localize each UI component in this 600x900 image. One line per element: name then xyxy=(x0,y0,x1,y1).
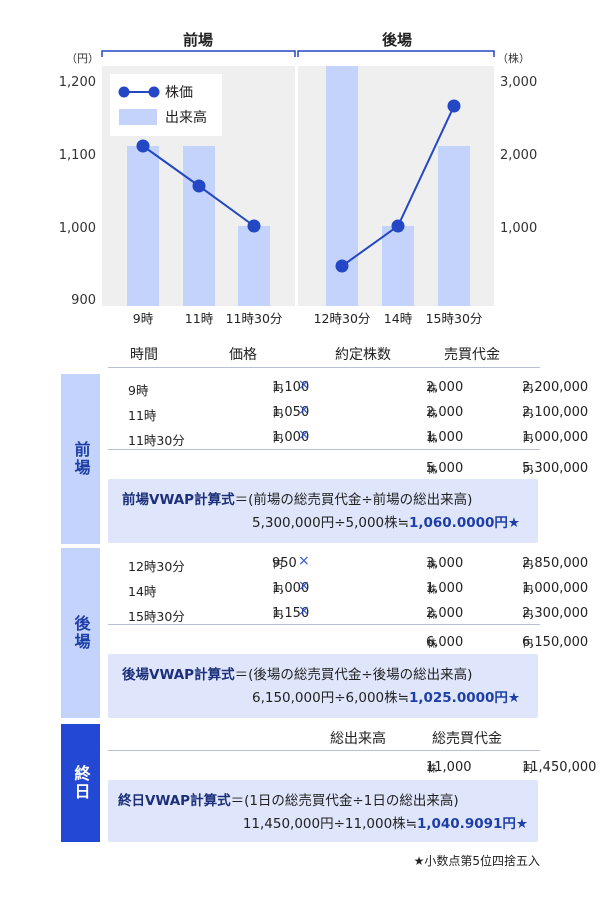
times-icon: × xyxy=(298,402,310,418)
table-row: 12時30分 950 円 × 3,000 株 2,850,000 円 xyxy=(128,553,589,574)
price-point xyxy=(136,139,150,153)
price-point xyxy=(192,179,206,193)
section-label-zenba: 前場 xyxy=(61,374,100,544)
table-row: 11時30分 1,000 円 × 1,000 株 1,000,000 円 xyxy=(128,427,589,448)
goba-formula-calc: 6,150,000円÷6,000株≒ xyxy=(251,690,409,706)
price-point xyxy=(391,219,405,233)
section-label-day: 終日 xyxy=(61,724,100,842)
zenba-formula-title: 前場VWAP計算式 xyxy=(122,492,235,508)
group-bracket-goba xyxy=(297,50,495,57)
zenba-formula-rest: ＝(前場の総売買代金÷前場の総出来高) xyxy=(234,492,473,508)
right-tick-label: 2,000 xyxy=(500,148,537,163)
x-tick-label: 12時30分 xyxy=(314,311,371,326)
header-price: 価格 xyxy=(229,347,257,363)
left-tick-label: 1,100 xyxy=(59,148,96,163)
zenba-formula-result: 1,060.0000円★ xyxy=(408,515,520,531)
x-tick-label: 9時 xyxy=(133,311,154,326)
times-icon: × xyxy=(298,603,310,619)
volume-bar xyxy=(238,226,270,306)
left-tick-label: 900 xyxy=(71,293,96,308)
x-tick-label: 11時 xyxy=(185,311,214,326)
day-header-volume: 総出来高 xyxy=(330,731,386,747)
legend-label-price: 株価 xyxy=(165,85,193,101)
left-tick-label: 1,200 xyxy=(59,75,96,90)
table-row: 14時 1,000 円 × 1,000 株 1,000,000 円 xyxy=(128,578,589,599)
price-point xyxy=(247,219,261,233)
zenba-formula-calc: 5,300,000円÷5,000株≒ xyxy=(251,515,409,531)
legend-marker-right xyxy=(148,86,160,98)
legend-bar-swatch xyxy=(119,109,157,125)
table-row: 11時 1,050 円 × 2,000 株 2,100,000 円 xyxy=(128,402,589,423)
price-point xyxy=(335,259,349,273)
table-row: 9時 1,100 円 × 2,000 株 2,200,000 円 xyxy=(128,377,589,398)
group-label-goba: 後場 xyxy=(381,31,412,49)
goba-total-divider xyxy=(108,624,540,625)
day-formula-title: 終日VWAP計算式 xyxy=(118,793,231,809)
x-tick-label: 14時 xyxy=(384,311,413,326)
table-row: 15時30分 1,150 円 × 2,000 株 2,300,000 円 xyxy=(128,603,589,624)
header-volume: 約定株数 xyxy=(335,347,391,363)
goba-formula-title: 後場VWAP計算式 xyxy=(122,667,235,683)
day-formula-rest: ＝(1日の総売買代金÷1日の総出来高) xyxy=(230,793,459,809)
right-axis-unit: （株） xyxy=(497,51,530,65)
group-bracket-zenba xyxy=(101,50,296,57)
day-header-value: 総売買代金 xyxy=(432,731,502,747)
section-label-goba: 後場 xyxy=(61,548,100,718)
goba-formula-box: 後場VWAP計算式＝(後場の総売買代金÷後場の総出来高) 6,150,000円÷… xyxy=(108,654,538,718)
zenba-total-row: 5,000 株 5,300,000 円 xyxy=(426,461,589,476)
times-icon: × xyxy=(298,377,310,393)
header-time: 時間 xyxy=(130,347,158,363)
legend-label-volume: 出来高 xyxy=(165,109,207,126)
day-formula-result: 1,040.9091円★ xyxy=(416,816,528,832)
header-value: 売買代金 xyxy=(444,347,500,363)
times-icon: × xyxy=(298,578,310,594)
zenba-total-divider xyxy=(108,449,540,450)
day-formula-calc: 11,450,000円÷11,000株≒ xyxy=(242,816,417,832)
price-point xyxy=(447,99,461,113)
zenba-formula-box: 前場VWAP計算式＝(前場の総売買代金÷前場の総出来高) 5,300,000円÷… xyxy=(108,479,538,543)
right-tick-label: 1,000 xyxy=(500,221,537,236)
volume-bar xyxy=(438,146,470,306)
volume-bar xyxy=(382,226,414,306)
times-icon: × xyxy=(298,553,310,569)
volume-bar xyxy=(183,146,215,306)
day-header-divider xyxy=(108,750,540,751)
goba-formula-rest: ＝(後場の総売買代金÷後場の総出来高) xyxy=(234,667,473,683)
x-tick-label: 15時30分 xyxy=(426,311,483,326)
left-axis-unit: （円） xyxy=(66,52,99,65)
right-tick-label: 3,000 xyxy=(500,75,537,90)
times-icon: × xyxy=(298,427,310,443)
x-tick-label: 11時30分 xyxy=(226,311,283,326)
group-label-zenba: 前場 xyxy=(183,31,213,49)
day-formula-box: 終日VWAP計算式＝(1日の総売買代金÷1日の総出来高) 11,450,000円… xyxy=(108,780,538,842)
goba-formula-result: 1,025.0000円★ xyxy=(408,690,520,706)
vwap-chart: 前場 後場 （円） （株） 1,200 1,100 1,000 900 3,00… xyxy=(59,31,537,326)
header-divider xyxy=(108,367,540,368)
legend: 株価 出来高 xyxy=(110,74,222,136)
day-total-row: 11,000 株 11,450,000 円 xyxy=(426,760,597,775)
legend-marker-left xyxy=(118,86,130,98)
volume-bar xyxy=(127,146,159,306)
left-tick-label: 1,000 xyxy=(59,221,96,236)
goba-total-row: 6,000 株 6,150,000 円 xyxy=(426,635,589,650)
footnote: ★小数点第5位四捨五入 xyxy=(413,854,540,868)
